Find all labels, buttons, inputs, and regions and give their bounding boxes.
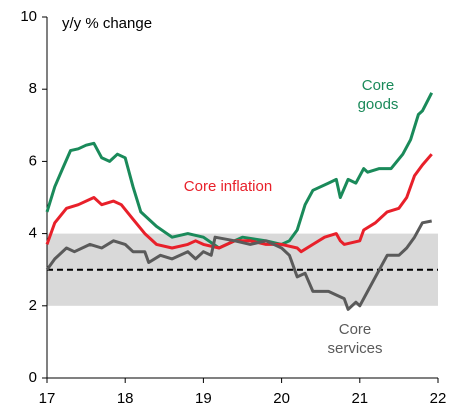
y-tick-label: 10 xyxy=(20,8,37,25)
x-tick-label: 22 xyxy=(430,390,447,407)
y-axis-label: y/y % change xyxy=(62,15,152,32)
series-label: Core goods xyxy=(357,77,399,113)
y-tick-label: 0 xyxy=(29,369,37,386)
x-tick-label: 20 xyxy=(273,390,290,407)
x-tick-label: 17 xyxy=(39,390,56,407)
y-tick-label: 4 xyxy=(29,225,37,242)
series-line xyxy=(45,92,434,250)
series-label: Core services xyxy=(327,321,383,357)
x-tick-label: 18 xyxy=(117,390,134,407)
y-tick-label: 2 xyxy=(29,297,37,314)
x-tick-label: 21 xyxy=(351,390,368,407)
x-tick-label: 19 xyxy=(195,390,212,407)
series-line xyxy=(45,219,432,311)
series-label: Core inflation xyxy=(183,178,273,195)
y-tick-label: 8 xyxy=(29,80,37,97)
y-tick-label: 6 xyxy=(29,152,37,169)
